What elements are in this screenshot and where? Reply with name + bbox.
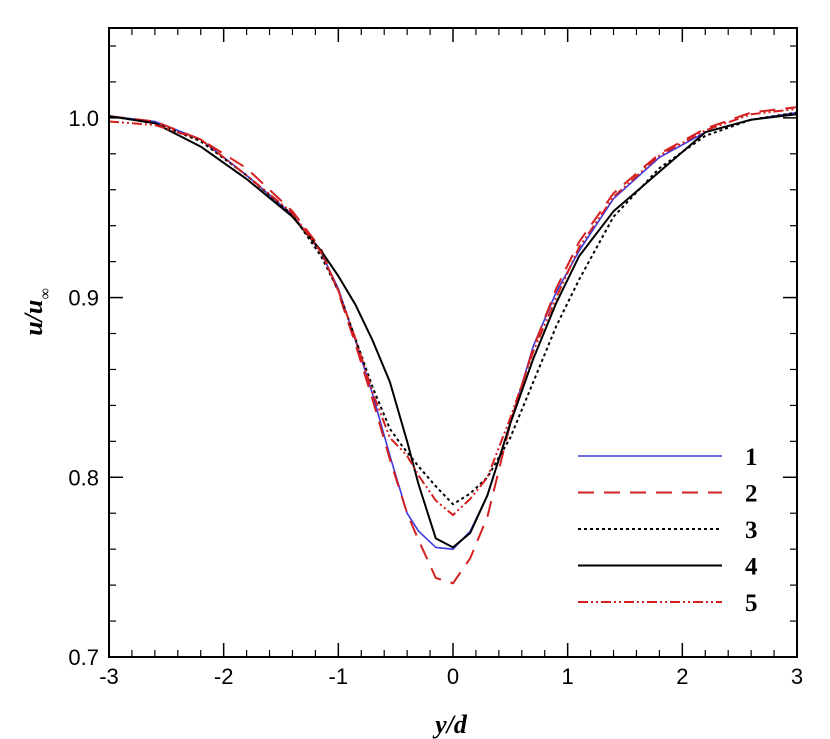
- x-tick-labels: -3 -2 -1 0 1 2 3: [99, 664, 803, 689]
- minor-ticks: [109, 28, 797, 657]
- y-tick-label: 1.0: [68, 106, 99, 131]
- x-tick-label: 3: [791, 664, 803, 689]
- series-line-2: [108, 106, 798, 585]
- x-tick-label: -2: [214, 664, 234, 689]
- svg-text:u/u∞: u/u∞: [19, 288, 54, 336]
- y-tick-labels: 0.7 0.8 0.9 1.0: [68, 106, 99, 670]
- legend-label-2: 2: [745, 481, 758, 508]
- series-lines: [108, 106, 798, 585]
- y-tick-label: 0.9: [68, 286, 99, 311]
- y-tick-label: 0.8: [68, 465, 99, 490]
- y-axis-label-subscript: ∞: [37, 288, 54, 299]
- major-ticks: [108, 28, 798, 658]
- legend-label-3: 3: [745, 517, 758, 544]
- x-tick-label: -3: [99, 664, 119, 689]
- series-line-1: [108, 111, 798, 551]
- x-tick-label: 0: [447, 664, 459, 689]
- y-tick-label: 0.7: [68, 645, 99, 670]
- plot-frame: [108, 27, 798, 658]
- series-line-5: [108, 107, 798, 516]
- x-tick-label: -1: [329, 664, 349, 689]
- legend-label-4: 4: [745, 554, 758, 581]
- legend-label-1: 1: [745, 444, 758, 471]
- x-tick-label: 1: [562, 664, 574, 689]
- series-line-3: [108, 111, 798, 506]
- y-axis-label: u/u∞: [19, 288, 54, 336]
- y-axis-label-main: u/u: [19, 300, 48, 336]
- legend: 1 2 3 4 5: [578, 444, 758, 617]
- legend-label-5: 5: [745, 590, 758, 617]
- x-tick-label: 2: [676, 664, 688, 689]
- series-line-4: [108, 113, 798, 549]
- x-axis-label: y/d: [432, 710, 468, 739]
